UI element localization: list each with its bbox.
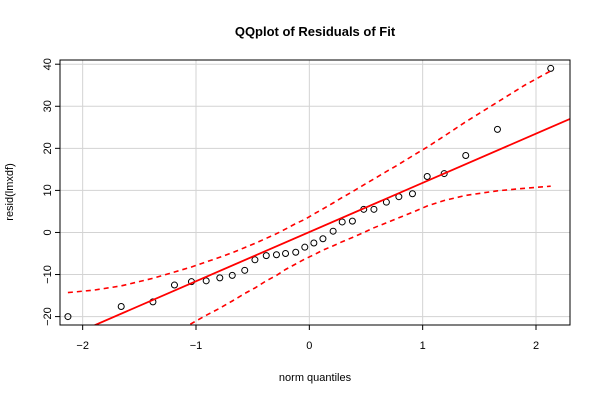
x-axis-label: norm quantiles xyxy=(279,372,352,384)
residual-point xyxy=(64,313,72,321)
residual-point xyxy=(292,248,300,256)
residual-point xyxy=(310,239,318,247)
chart-title: QQplot of Residuals of Fit xyxy=(235,24,396,39)
residual-point xyxy=(319,235,327,243)
residual-point xyxy=(228,271,236,279)
residual-point xyxy=(338,218,346,226)
x-tick-label: 2 xyxy=(533,340,539,352)
residual-point xyxy=(262,252,270,260)
y-tick-label: 20 xyxy=(42,142,54,154)
plot-frame xyxy=(59,59,571,326)
residual-point xyxy=(170,281,178,289)
x-tick-label: −1 xyxy=(190,340,203,352)
y-axis-label: resid(lmxdf) xyxy=(4,163,16,220)
y-tick-label: 40 xyxy=(42,58,54,70)
y-tick-label: 0 xyxy=(42,229,54,235)
x-tick-label: −2 xyxy=(76,340,89,352)
residual-point xyxy=(462,151,470,159)
plot-area xyxy=(64,64,570,325)
x-tick-label: 0 xyxy=(306,340,312,352)
residual-point xyxy=(282,249,290,257)
residual-point xyxy=(370,205,378,213)
lower-confidence-band xyxy=(189,185,551,325)
y-tick-label: −10 xyxy=(42,265,54,284)
y-tick-label: 30 xyxy=(42,100,54,112)
y-tick-label: −20 xyxy=(42,307,54,326)
reference-line xyxy=(92,118,570,325)
residual-point xyxy=(251,256,259,264)
residual-point xyxy=(348,217,356,225)
residual-point xyxy=(117,302,125,310)
residual-point xyxy=(202,277,210,285)
residual-point xyxy=(493,125,501,133)
residual-point xyxy=(547,64,555,72)
residual-point xyxy=(329,227,337,235)
residual-point xyxy=(301,243,309,251)
residual-point xyxy=(272,251,280,259)
residual-point xyxy=(408,190,416,198)
residual-point xyxy=(241,266,249,274)
upper-confidence-band xyxy=(67,70,552,294)
grid-lines xyxy=(60,60,570,325)
x-tick-label: 1 xyxy=(420,340,426,352)
residual-point xyxy=(440,170,448,178)
residual-point xyxy=(423,173,431,181)
residual-point xyxy=(216,274,224,282)
y-tick-label: 10 xyxy=(42,184,54,196)
